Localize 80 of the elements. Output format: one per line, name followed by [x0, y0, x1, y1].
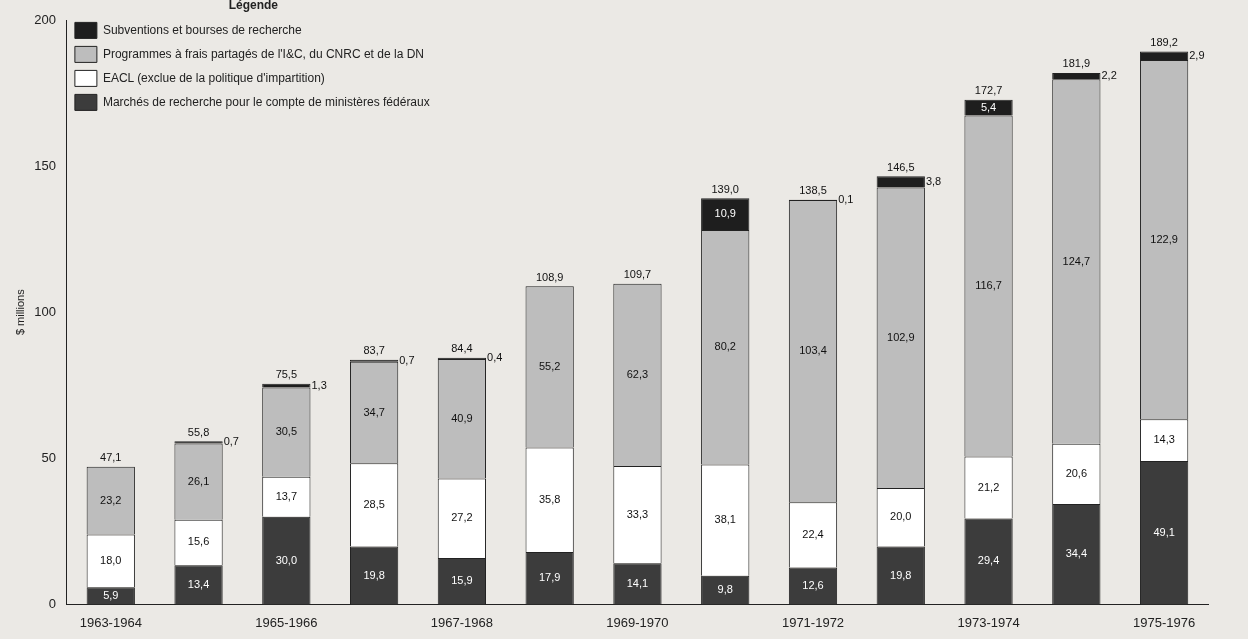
data-label: 124,7: [1062, 254, 1091, 267]
x-tick-label: 1969-1970: [606, 614, 669, 630]
data-label: 103,4: [799, 344, 827, 357]
data-label: 30,5: [275, 425, 298, 438]
data-label: 0,4: [487, 351, 503, 364]
data-label: 20,0: [890, 510, 912, 523]
data-label: 5,4: [980, 100, 997, 113]
data-label: 102,9: [887, 330, 915, 343]
data-label: 3,8: [925, 174, 942, 187]
data-label: 29,4: [977, 554, 1000, 567]
data-label: 34,4: [1065, 547, 1088, 560]
data-label: 12,6: [802, 579, 824, 592]
data-label: 116,7: [975, 279, 1002, 292]
data-label: 1,3: [311, 378, 327, 391]
x-tick-label: 1965-1966: [255, 614, 318, 630]
x-tick-label: 1973-1974: [957, 614, 1020, 630]
data-label: 10,9: [714, 207, 736, 220]
data-label: 38,1: [714, 513, 736, 526]
data-label: 17,9: [538, 571, 561, 584]
data-label: 35,8: [538, 492, 561, 505]
data-label: 15,6: [187, 535, 210, 548]
data-label: 19,8: [363, 568, 385, 581]
data-label: 20,6: [1065, 466, 1088, 479]
data-label: 14,3: [1153, 433, 1175, 446]
data-label: 2,9: [1189, 48, 1205, 61]
total-label: 84,4: [451, 342, 473, 355]
data-label: 19,8: [890, 568, 912, 581]
y-tick-label: 150: [34, 157, 56, 173]
data-label: 33,3: [626, 507, 649, 520]
y-tick-label: 200: [34, 11, 56, 27]
data-label: 40,9: [451, 411, 473, 424]
data-label: 28,5: [363, 497, 385, 510]
data-label: 0,1: [838, 192, 854, 205]
legend-label: Marchés de recherche pour le compte de ministères fédéraux: [102, 94, 430, 109]
legend-label: EACL (exclue de la politique d'impartition): [102, 70, 325, 85]
data-label: 122,9: [1150, 232, 1178, 245]
y-tick-label: 100: [34, 303, 56, 319]
data-label: 23,2: [100, 493, 122, 506]
data-label: 62,3: [626, 367, 649, 380]
total-label: 75,5: [275, 368, 298, 381]
total-label: 146,5: [887, 160, 915, 173]
total-label: 189,2: [1150, 36, 1178, 49]
x-tick-label: 1967-1968: [430, 614, 493, 630]
x-tick-label: 1971-1972: [781, 614, 845, 630]
total-label: 109,7: [623, 268, 652, 281]
data-label: 9,8: [717, 583, 733, 596]
data-label: 22,4: [802, 527, 824, 540]
data-label: 13,7: [275, 489, 298, 502]
total-label: 172,7: [974, 84, 1003, 97]
y-tick-label: 50: [41, 449, 56, 465]
data-label: 80,2: [714, 340, 736, 353]
data-label: 21,2: [977, 480, 1000, 493]
total-label: 83,7: [363, 344, 385, 357]
total-label: 108,9: [535, 270, 564, 283]
data-label: 49,1: [1153, 525, 1175, 538]
data-label: 13,4: [187, 577, 210, 590]
data-label: 0,7: [223, 435, 239, 448]
y-tick-label: 0: [48, 595, 56, 611]
data-label: 30,0: [275, 553, 298, 566]
y-axis-title: $ millions: [13, 288, 26, 336]
data-label: 34,7: [363, 405, 385, 418]
total-label: 181,9: [1062, 57, 1091, 70]
total-label: 139,0: [711, 182, 739, 195]
x-tick-label: 1975-1976: [1133, 614, 1196, 630]
legend-label: Programmes à frais partagés de l'I&C, du CNRC et de la DN: [102, 46, 424, 61]
data-label: 0,7: [399, 353, 415, 366]
x-tick-label: 1963-1964: [79, 614, 142, 630]
data-label: 2,2: [1101, 69, 1117, 82]
data-label: 5,9: [103, 588, 119, 601]
total-label: 138,5: [799, 184, 827, 197]
data-label: 14,1: [626, 576, 649, 589]
data-label: 15,9: [451, 574, 473, 587]
data-label: 26,1: [187, 474, 210, 487]
total-label: 47,1: [100, 451, 122, 464]
total-label: 55,8: [187, 425, 210, 438]
data-label: 18,0: [100, 553, 122, 566]
data-label: 55,2: [538, 359, 561, 372]
legend-label: Subventions et bourses de recherche: [102, 22, 303, 37]
legend-title: Légende: [228, 0, 279, 13]
data-label: 27,2: [451, 511, 473, 524]
